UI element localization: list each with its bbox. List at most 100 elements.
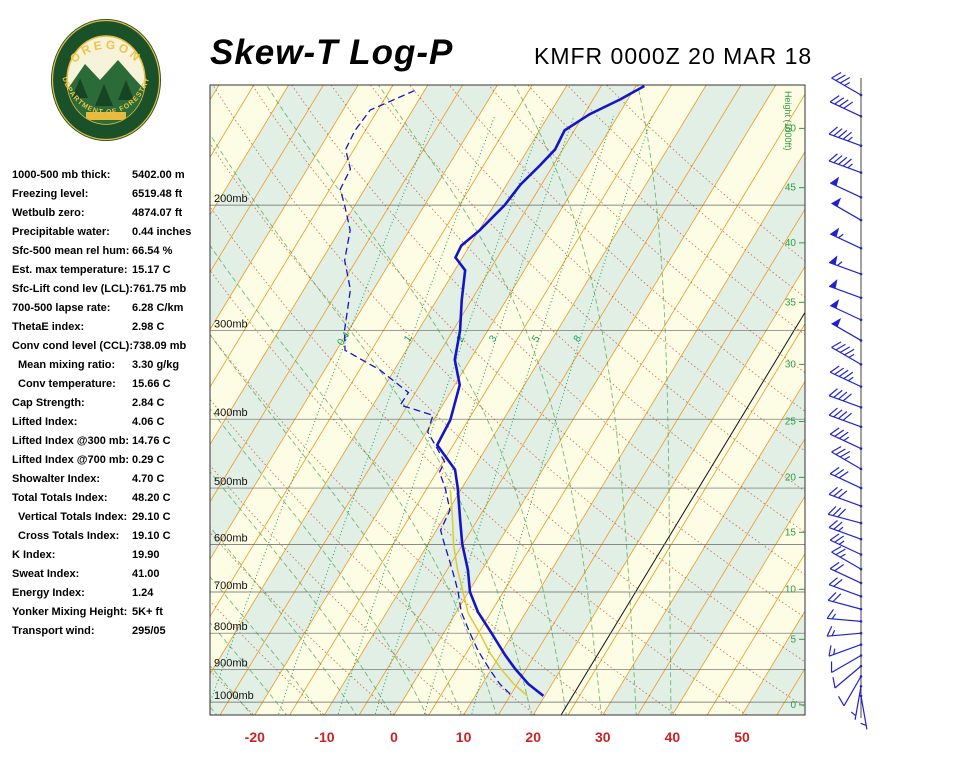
- index-label: Lifted Index:: [12, 416, 78, 428]
- index-value: 295/05: [132, 625, 166, 637]
- index-label: Yonker Mixing Height:: [12, 606, 128, 618]
- index-row: Wetbulb zero: 4874.07 ft: [12, 204, 214, 223]
- index-row: Transport wind: 295/05: [12, 622, 214, 641]
- index-row: Sfc-500 mean rel hum: 66.54 %: [12, 242, 214, 261]
- index-label: Sweat Index:: [12, 568, 80, 580]
- mixing-ratio-label: 5: [530, 333, 542, 344]
- index-value: 2.98 C: [132, 321, 165, 333]
- index-row: Vertical Totals Index: 29.10 C: [12, 508, 214, 527]
- height-axis-title: Height (1000ft): [783, 91, 793, 151]
- logo-outer-trim: [51, 19, 161, 141]
- index-value: 6.28 C/km: [132, 302, 184, 314]
- index-row: Conv temperature: 15.66 C: [12, 375, 214, 394]
- index-row: Sfc-Lift cond lev (LCL): 761.75 mb: [12, 280, 214, 299]
- index-value: 4874.07 ft: [132, 207, 183, 219]
- index-row: Freezing level: 6519.48 ft: [12, 185, 214, 204]
- tree-icon: [72, 78, 88, 98]
- index-value: 14.76 C: [132, 435, 171, 447]
- index-label: Lifted Index @700 mb:: [12, 454, 130, 466]
- index-value: 5K+ ft: [132, 606, 163, 618]
- pressure-label: 300mb: [214, 318, 248, 330]
- pressure-label: 700mb: [214, 580, 248, 592]
- index-value: 48.20 C: [132, 492, 171, 504]
- index-value: 738.09 mb: [133, 340, 187, 352]
- pressure-label: 400mb: [214, 407, 248, 419]
- index-value: 19.90: [132, 549, 160, 561]
- index-label: Freezing level:: [12, 188, 89, 200]
- wind-barb-column: [826, 71, 868, 730]
- dewpoint-line: [339, 89, 513, 697]
- index-row: Sweat Index: 41.00: [12, 565, 214, 584]
- index-row: Showalter Index: 4.70 C: [12, 470, 214, 489]
- height-tick-label: 20: [785, 472, 797, 483]
- temp-axis-label: 40: [665, 729, 681, 745]
- height-tick-label: 5: [790, 634, 796, 645]
- index-label: 700-500 lapse rate:: [12, 302, 111, 314]
- index-label: Showalter Index:: [12, 473, 101, 485]
- pressure-label: 1000mb: [214, 690, 254, 702]
- index-value: 0.29 C: [132, 454, 165, 466]
- pressure-label: 500mb: [214, 476, 248, 488]
- index-row: Total Totals Index: 48.20 C: [12, 489, 214, 508]
- index-row: Yonker Mixing Height: 5K+ ft: [12, 603, 214, 622]
- height-tick-label: 0: [790, 700, 796, 711]
- index-row: Cross Totals Index: 19.10 C: [12, 527, 214, 546]
- mixing-ratio-label: 2: [455, 333, 467, 344]
- index-row: Lifted Index: 4.06 C: [12, 413, 214, 432]
- index-label: Transport wind:: [12, 625, 95, 637]
- plot-area: 0.4 1 2 3 5 8: [210, 85, 805, 715]
- index-value: 4.06 C: [132, 416, 165, 428]
- index-value: 4.70 C: [132, 473, 165, 485]
- logo-scene: [67, 60, 145, 124]
- index-row: Conv cond level (CCL): 738.09 mb: [12, 337, 214, 356]
- temp-axis-label: 20: [525, 729, 541, 745]
- index-row: Energy Index: 1.24: [12, 584, 214, 603]
- index-label: Sfc-Lift cond lev (LCL):: [12, 283, 133, 295]
- index-label: Lifted Index @300 mb:: [12, 435, 130, 447]
- index-row: 1000-500 mb thick: 5402.00 m: [12, 166, 214, 185]
- index-value: 6519.48 ft: [132, 188, 183, 200]
- height-tick-label: 30: [785, 359, 797, 370]
- index-label: Conv cond level (CCL):: [12, 340, 134, 352]
- pressure-label: 600mb: [214, 532, 248, 544]
- index-label: ThetaE index:: [12, 321, 85, 333]
- index-row: K Index: 19.90: [12, 546, 214, 565]
- odf-logo: OREGON DEPARTMENT OF FORESTRY: [51, 19, 161, 141]
- index-value: 1.24: [132, 587, 154, 599]
- height-tick-label: 25: [785, 416, 797, 427]
- index-label: Cross Totals Index:: [18, 530, 120, 542]
- temperature-line: [435, 85, 645, 697]
- index-label: Mean mixing ratio:: [18, 359, 116, 371]
- index-value: 0.44 inches: [132, 226, 192, 238]
- temp-axis-label: 50: [734, 729, 750, 745]
- index-label: K Index:: [12, 549, 56, 561]
- height-tick-label: 40: [785, 238, 797, 249]
- tree-icon: [95, 84, 113, 106]
- index-label: Cap Strength:: [12, 397, 85, 409]
- index-label: Conv temperature:: [18, 378, 116, 390]
- temp-axis-label: 0: [390, 729, 398, 745]
- temp-axis-label: -20: [245, 729, 265, 745]
- index-label: Est. max temperature:: [12, 264, 128, 276]
- index-value: 41.00: [132, 568, 160, 580]
- index-row: Lifted Index @300 mb: 14.76 C: [12, 432, 214, 451]
- station-datetime: KMFR 0000Z 20 MAR 18: [534, 43, 813, 69]
- height-tick-label: 10: [785, 584, 797, 595]
- indices-panel: 1000-500 mb thick: 5402.00 m Freezing leve…: [12, 166, 214, 641]
- mixing-ratio-label: 8: [572, 333, 584, 344]
- index-row: Lifted Index @700 mb: 0.29 C: [12, 451, 214, 470]
- mixing-ratio-label: 3: [487, 333, 499, 344]
- index-row: Mean mixing ratio: 3.30 g/kg: [12, 356, 214, 375]
- index-value: 15.66 C: [132, 378, 171, 390]
- mixing-ratio-label: 1: [402, 333, 414, 344]
- index-value: 5402.00 m: [132, 169, 185, 181]
- height-tick-label: 15: [785, 527, 797, 538]
- index-row: Est. max temperature: 15.17 C: [12, 261, 214, 280]
- index-row: 700-500 lapse rate: 6.28 C/km: [12, 299, 214, 318]
- pressure-label: 900mb: [214, 658, 248, 670]
- index-label: Precipitable water:: [12, 226, 110, 238]
- wetbulb-line: [449, 489, 528, 697]
- plot-border: [209, 84, 806, 716]
